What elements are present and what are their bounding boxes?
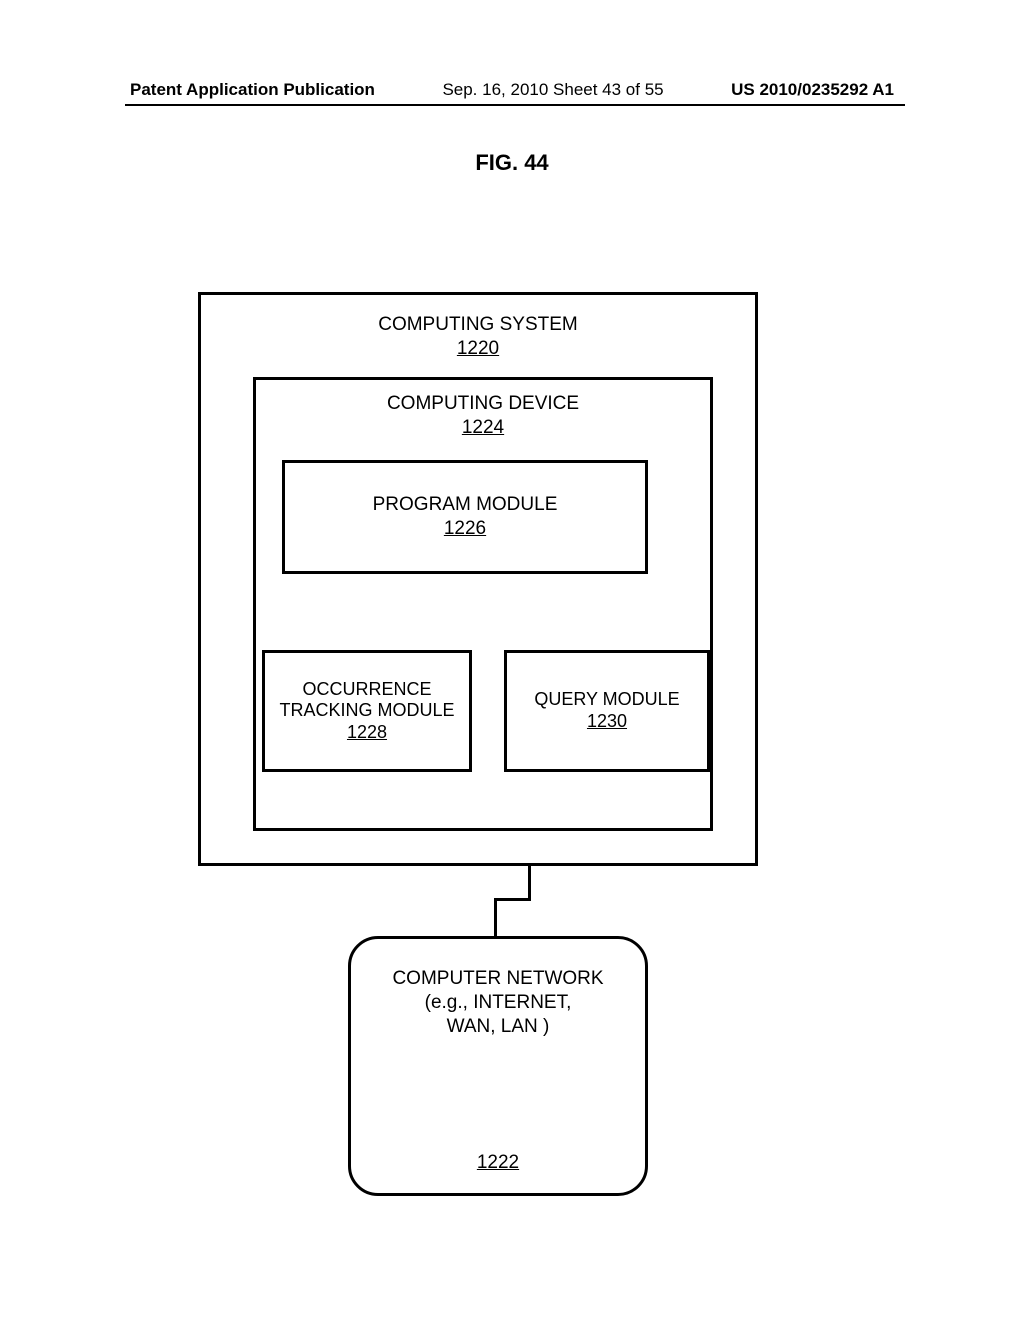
computing-system-title: COMPUTING SYSTEM 1220 xyxy=(201,313,755,361)
occurrence-label-1: OCCURRENCE xyxy=(302,679,431,699)
occurrence-ref: 1228 xyxy=(347,722,387,742)
computing-device-label: COMPUTING DEVICE xyxy=(387,393,579,414)
connector-segment xyxy=(494,898,531,901)
network-ref: 1222 xyxy=(477,1152,519,1173)
program-module-box: PROGRAM MODULE 1226 xyxy=(282,460,648,574)
computing-system-ref: 1220 xyxy=(457,338,499,359)
program-module-label: PROGRAM MODULE xyxy=(373,494,558,515)
computing-device-title: COMPUTING DEVICE 1224 xyxy=(256,392,710,440)
computing-system-box: COMPUTING SYSTEM 1220 COMPUTING DEVICE 1… xyxy=(198,292,758,866)
occurrence-label-2: TRACKING MODULE xyxy=(279,700,454,720)
network-label-3: WAN, LAN ) xyxy=(351,1015,645,1039)
connector-segment xyxy=(528,863,531,901)
connector-segment xyxy=(494,898,497,938)
query-module-label: QUERY MODULE xyxy=(534,689,679,709)
program-module-ref: 1226 xyxy=(444,518,486,539)
query-module-box: QUERY MODULE 1230 xyxy=(504,650,710,772)
header-left: Patent Application Publication xyxy=(130,80,375,100)
diagram-container: COMPUTING SYSTEM 1220 COMPUTING DEVICE 1… xyxy=(198,292,758,866)
network-label-1: COMPUTER NETWORK xyxy=(351,967,645,991)
computing-device-box: COMPUTING DEVICE 1224 PROGRAM MODULE 122… xyxy=(253,377,713,831)
occurrence-tracking-module-box: OCCURRENCE TRACKING MODULE 1228 xyxy=(262,650,472,772)
header-right: US 2010/0235292 A1 xyxy=(731,80,894,100)
header-rule xyxy=(125,104,905,106)
computing-device-ref: 1224 xyxy=(462,417,504,438)
header-mid: Sep. 16, 2010 Sheet 43 of 55 xyxy=(442,80,663,100)
computer-network-box: COMPUTER NETWORK (e.g., INTERNET, WAN, L… xyxy=(348,936,648,1196)
network-label-2: (e.g., INTERNET, xyxy=(351,991,645,1015)
query-module-ref: 1230 xyxy=(587,711,627,731)
module-row: OCCURRENCE TRACKING MODULE 1228 QUERY MO… xyxy=(262,650,710,772)
figure-label: FIG. 44 xyxy=(0,150,1024,176)
computing-system-label: COMPUTING SYSTEM xyxy=(378,314,578,335)
page-header: Patent Application Publication Sep. 16, … xyxy=(0,80,1024,100)
